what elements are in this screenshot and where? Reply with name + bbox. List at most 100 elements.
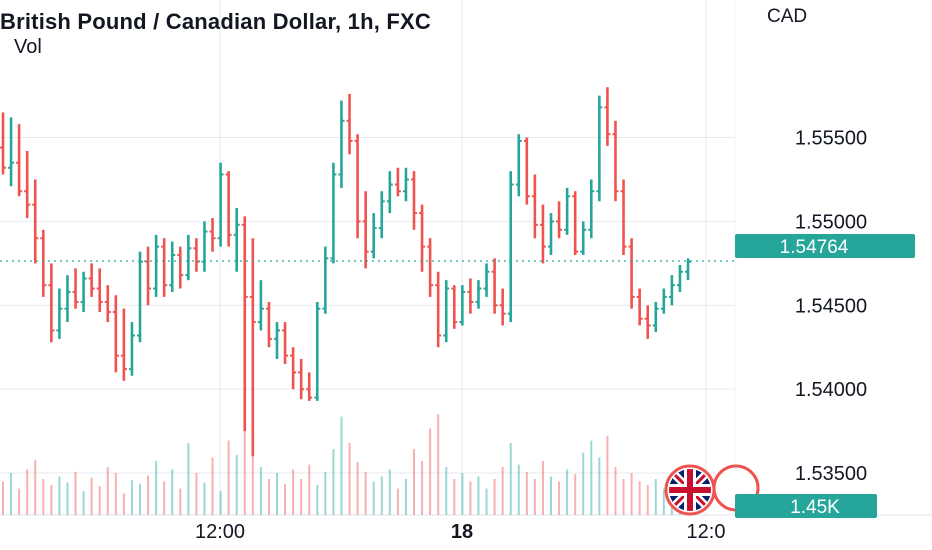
ohlc-bar — [322, 246, 329, 314]
ohlc-bar — [354, 134, 361, 239]
price-bars — [0, 87, 691, 457]
y-tick-label: 1.53500 — [795, 463, 867, 485]
volume-bar — [203, 482, 206, 515]
ohlc-bar — [112, 295, 119, 373]
chart-title: British Pound / Canadian Dollar, 1h, FXC — [0, 9, 431, 34]
ohlc-bar — [451, 285, 458, 329]
ohlc-bar — [394, 167, 401, 197]
volume-bar — [74, 471, 77, 515]
ohlc-bar — [201, 221, 208, 272]
ohlc-bar — [685, 258, 691, 281]
ohlc-bar — [80, 271, 87, 313]
ohlc-bar — [459, 285, 466, 326]
volume-bar — [292, 469, 295, 515]
ohlc-bar — [233, 208, 240, 272]
ohlc-bar — [120, 308, 127, 381]
volume-bar — [98, 486, 101, 515]
ohlc-bar — [96, 268, 103, 313]
ohlc-bar — [48, 263, 55, 343]
ohlc-bar — [411, 171, 417, 230]
ohlc-bar — [644, 305, 651, 339]
volume-bar — [2, 481, 4, 515]
ohlc-bar — [169, 241, 176, 292]
ohlc-bar — [346, 93, 353, 155]
volume-bar — [284, 483, 287, 515]
ohlc-bar — [290, 347, 297, 390]
volume-bar — [332, 449, 335, 515]
volume-bar — [139, 483, 141, 515]
x-tick-label: 12:00 — [195, 521, 245, 543]
volume-bar — [276, 473, 278, 515]
ohlc-bar — [185, 234, 192, 281]
volume-bar — [340, 416, 343, 515]
volume-label: Vol — [14, 36, 42, 58]
x-tick-label: 18 — [451, 521, 473, 543]
ohlc-bar — [24, 150, 31, 219]
ohlc-bar — [241, 216, 248, 432]
volume-bar — [469, 481, 472, 515]
volume-bar — [421, 461, 424, 515]
volume-bar — [316, 485, 319, 515]
ohlc-bar — [580, 221, 587, 255]
ohlc-bar — [435, 271, 442, 348]
ohlc-bar — [177, 246, 184, 289]
volume-bar — [541, 461, 544, 515]
ohlc-bar — [249, 238, 256, 457]
volume-bar — [211, 457, 214, 515]
ohlc-bar — [72, 268, 79, 309]
volume-bar — [50, 485, 53, 515]
ohlc-bar — [620, 179, 627, 255]
ohlc-bar — [104, 285, 111, 323]
volume-bar — [638, 481, 641, 515]
volume-bar — [517, 464, 520, 515]
y-tick-label: 1.54000 — [795, 379, 867, 401]
last-price-badge: 1.54764 — [735, 234, 915, 258]
volume-bar — [614, 467, 617, 515]
ohlc-bar — [467, 278, 474, 314]
ohlc-bar — [298, 358, 305, 400]
chart-grid — [0, 0, 932, 516]
ohlc-bar — [668, 275, 675, 306]
volume-bar — [171, 469, 174, 515]
ohlc-bar — [330, 162, 337, 264]
volume-bar — [324, 471, 327, 515]
ohlc-bar — [612, 120, 619, 202]
volume-bar — [485, 488, 488, 515]
ohlc-bar — [0, 112, 6, 175]
ohlc-bar — [628, 238, 635, 309]
ohlc-bar — [40, 229, 47, 297]
ohlc-bar — [507, 171, 514, 323]
volume-bar — [396, 488, 399, 515]
ohlc-bar — [265, 301, 272, 348]
volume-bar — [630, 473, 633, 515]
ohlc-bar — [402, 167, 409, 202]
volume-bar — [122, 493, 125, 515]
ohlc-bar — [676, 265, 683, 292]
ohlc-bar — [274, 322, 280, 359]
volume-bar — [501, 467, 504, 515]
ohlc-bar — [64, 275, 71, 323]
volume-bar — [90, 477, 93, 515]
volume-bar — [163, 481, 166, 515]
volume-bar — [429, 428, 432, 515]
volume-bar — [356, 462, 359, 515]
x-tick-label: 12:0 — [687, 521, 726, 543]
y-tick-label: 1.55500 — [795, 128, 867, 150]
volume-bar — [130, 480, 133, 515]
time-axis[interactable]: 12:00 18 12:0 — [195, 521, 726, 543]
uk-flag-icon[interactable] — [664, 464, 760, 516]
volume-bar — [147, 475, 150, 515]
volume-bar — [42, 479, 45, 515]
ohlc-bar — [8, 117, 15, 187]
ohlc-bar — [564, 187, 571, 235]
ohlc-bar — [217, 162, 224, 247]
volume-bar — [58, 476, 61, 515]
ohlc-bar — [572, 191, 579, 255]
ohlc-bar — [282, 322, 289, 365]
volume-bar — [34, 459, 37, 515]
price-axis[interactable]: 1.53500 1.54000 1.54500 1.55000 1.55500 — [795, 128, 867, 486]
volume-bar — [348, 443, 351, 515]
volume-bar — [251, 428, 254, 515]
volume-bar — [445, 467, 448, 515]
